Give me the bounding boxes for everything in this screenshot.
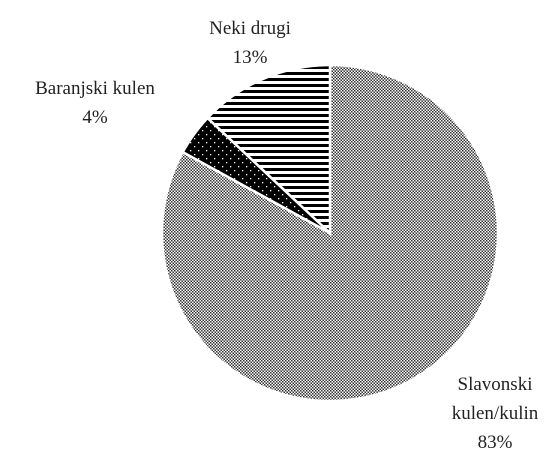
category-label: Baranjski kulen [35,78,155,99]
category-label: Slavonski kulen/kulin [451,374,539,424]
value-label: 13% [232,47,268,68]
value-label: 4% [82,107,108,128]
pie-slice [160,63,500,403]
slice-label: Slavonski kulen/kulin 83% [440,370,550,457]
category-label: Neki drugi [209,18,291,39]
slice-label: Neki drugi 13% [185,14,315,72]
pie-slice [205,63,332,236]
value-label: 83% [477,432,513,453]
slice-label: Baranjski kulen 4% [20,74,170,132]
